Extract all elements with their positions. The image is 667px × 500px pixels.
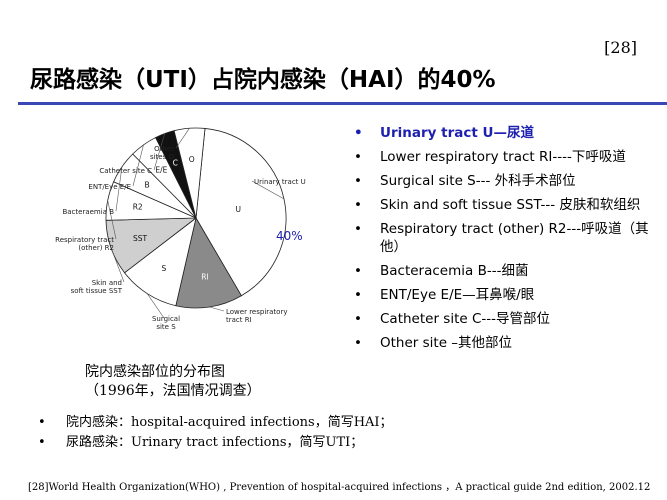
bullet-dot: • <box>354 335 362 351</box>
legend-item-text: Other site –其他部位 <box>380 335 513 351</box>
callout-label: Skin and <box>92 279 122 287</box>
chart-caption-line1: 院内感染部位的分布图 <box>85 364 225 380</box>
callout-label: site S <box>156 323 176 331</box>
callout-leader-line <box>110 247 125 283</box>
callout-leader-line <box>153 133 165 171</box>
note-item: • 院内感染：hospital-acquired infections，简写HAI… <box>38 413 393 433</box>
note-text: 尿路感染：Urinary tract infections，简写UTI； <box>66 435 364 450</box>
callout-leader-line <box>107 200 117 240</box>
bullet-dot: • <box>354 173 362 189</box>
legend-item-text: Lower respiratory tract RI----下呼吸道 <box>380 149 626 165</box>
legend-item: • Respiratory tract (other) R2---呼吸道（其他） <box>354 220 654 256</box>
callout-leader-line <box>251 180 285 200</box>
bullet-dot: • <box>38 435 46 450</box>
callout-label: (other) R2 <box>78 244 114 252</box>
legend-item-text: ENT/Eye E/E—耳鼻喉/眼 <box>380 287 535 303</box>
pie-slice-label: O <box>189 155 195 164</box>
callout-leader-line <box>132 144 144 187</box>
chart-caption: 院内感染部位的分布图 （1996年，法国情况调查） <box>85 363 261 401</box>
bullet-dot: • <box>354 125 363 141</box>
bullet-dot: • <box>354 221 362 237</box>
legend-item-text: Skin and soft tissue SST--- 皮肤和软组织 <box>380 197 641 213</box>
legend-item-text: Catheter site C---导管部位 <box>380 311 551 327</box>
chart-caption-line2: （1996年，法国情况调查） <box>85 383 261 399</box>
callout-leader-line <box>175 128 190 149</box>
legend-item: • Surgical site S--- 外科手术部位 <box>354 172 654 190</box>
slide-title: 尿路感染（UTI）占院内感染（HAI）的40% <box>30 67 496 93</box>
callout-label: tract RI <box>226 316 252 324</box>
pie-slice-label: R2 <box>133 203 143 212</box>
slide-number: [28] <box>604 38 637 57</box>
callout-label: Catheter site C <box>99 167 152 175</box>
callout-label: soft tissue SST <box>71 287 123 295</box>
bullet-dot: • <box>354 197 362 213</box>
callout-leader-line <box>115 166 123 212</box>
legend-item-text: Urinary tract U—尿道 <box>380 125 534 141</box>
note-item: • 尿路感染：Urinary tract infections，简写UTI； <box>38 433 393 453</box>
callout-leader-line <box>147 293 165 319</box>
bullet-dot: • <box>354 311 362 327</box>
callout-label: Bacteraemia B <box>62 208 114 216</box>
legend-item-text: Surgical site S--- 外科手术部位 <box>380 173 576 189</box>
bullet-dot: • <box>354 263 362 279</box>
callout-label: Respiratory tract <box>55 236 114 244</box>
callout-label: Surgical <box>152 315 180 323</box>
pie-slice-label: S <box>162 264 167 273</box>
title-divider <box>18 102 667 105</box>
callout-leader-line <box>209 306 225 312</box>
legend-item: • Catheter site C---导管部位 <box>354 310 654 328</box>
callout-label: ENT/Eye E/E <box>88 183 131 191</box>
pie-slice <box>175 216 242 309</box>
pie-slice-label: B <box>145 180 150 189</box>
callout-label: Lower respiratory <box>226 308 287 316</box>
infection-site-pie-chart: U RI S SST R2 B E/E C O Urinary tract U Lower resp… <box>55 127 306 331</box>
pie-slice-label: E/E <box>155 166 167 175</box>
legend-item: • ENT/Eye E/E—耳鼻喉/眼 <box>354 286 654 304</box>
callout-label: Other <box>154 145 174 153</box>
legend-item: • Bacteracemia B---细菌 <box>354 262 654 280</box>
percentage-highlight-label: 40% <box>276 229 303 243</box>
reference-footnote: [28]World Health Organization(WHO) , Pre… <box>28 482 651 493</box>
legend-item: • Other site –其他部位 <box>354 334 654 352</box>
pie-slice-label: C <box>173 158 178 167</box>
legend-item-text: Bacteracemia B---细菌 <box>380 263 529 279</box>
bullet-dot: • <box>38 415 46 430</box>
callout-label: sites O <box>150 153 175 161</box>
legend-item-text: Respiratory tract (other) R2---呼吸道（其他） <box>380 221 649 255</box>
pie-slice-label: SST <box>133 234 148 243</box>
abbreviation-notes: • 院内感染：hospital-acquired infections，简写HAI… <box>38 413 393 453</box>
note-text: 院内感染：hospital-acquired infections，简写HAI； <box>66 415 393 430</box>
legend-item: • Urinary tract U—尿道 <box>354 124 654 142</box>
site-legend-list: • Urinary tract U—尿道 • Lower respiratory tr… <box>354 124 654 358</box>
pie-slice-label: U <box>235 205 241 214</box>
bullet-dot: • <box>354 149 362 165</box>
callout-label: Urinary tract U <box>254 178 306 186</box>
legend-item: • Lower respiratory tract RI----下呼吸道 <box>354 148 654 166</box>
pie-slice-label: RI <box>201 273 208 282</box>
legend-item: • Skin and soft tissue SST--- 皮肤和软组织 <box>354 196 654 214</box>
bullet-dot: • <box>354 287 362 303</box>
